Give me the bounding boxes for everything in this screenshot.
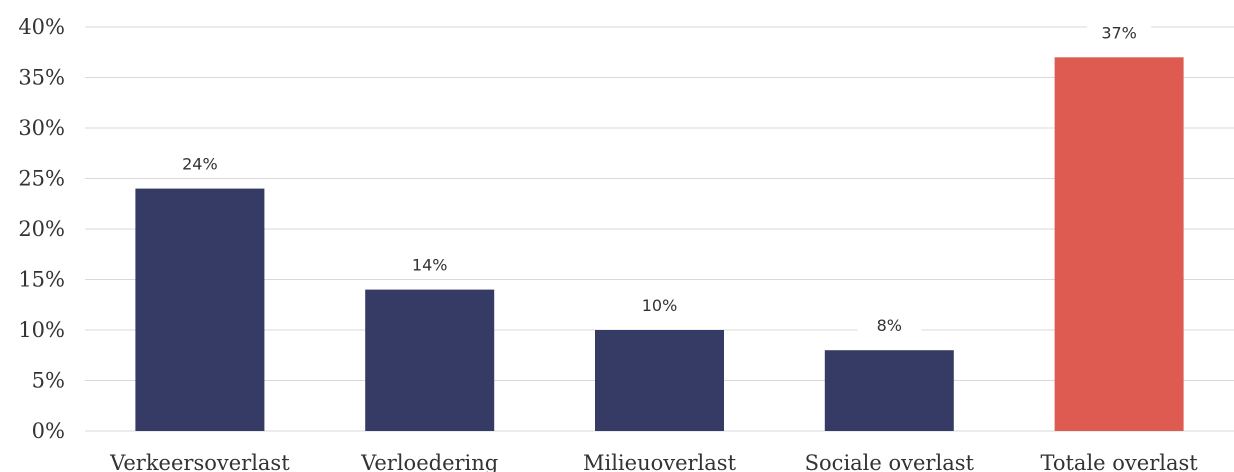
y-tick-label: 10%: [18, 318, 65, 342]
x-tick-label: Verkeersoverlast: [109, 451, 290, 472]
data-label-background: [857, 313, 922, 338]
x-tick-label: Totale overlast: [1040, 451, 1198, 472]
y-tick-label: 5%: [32, 369, 65, 393]
bar: [365, 289, 495, 431]
data-label-background: [627, 293, 692, 317]
x-tick-label: Milieuoverlast: [583, 451, 737, 472]
bars: [135, 57, 1184, 432]
y-tick-label: 30%: [18, 116, 65, 140]
x-axis-ticks: Verkeersoverlast Verloedering Milieuoverla…: [109, 451, 1198, 472]
data-label: 14%: [412, 256, 448, 275]
data-label: 24%: [182, 155, 218, 174]
data-label-background: [397, 252, 462, 277]
bar: [595, 330, 724, 431]
y-tick-label: 20%: [18, 217, 65, 241]
data-label: 8%: [877, 316, 902, 335]
bar: [824, 350, 954, 431]
x-tick-label: Sociale overlast: [805, 451, 975, 472]
data-label: 37%: [1101, 23, 1137, 42]
data-label-background: [167, 151, 232, 176]
x-tick-label: Verloedering: [360, 451, 498, 472]
data-label-background: [1087, 20, 1152, 45]
data-label: 10%: [642, 296, 678, 315]
gridlines: [85, 26, 1234, 432]
y-tick-label: 40%: [18, 15, 65, 39]
data-labels: 24% 14% 10% 8% 37%: [167, 20, 1152, 338]
y-axis-ticks: 0% 5% 10% 15% 20% 25% 30% 35% 40%: [18, 15, 65, 443]
y-tick-label: 15%: [18, 268, 65, 292]
y-tick-label: 25%: [18, 167, 65, 191]
y-tick-label: 35%: [18, 66, 65, 90]
bar: [135, 188, 265, 431]
bar: [1054, 57, 1184, 432]
y-tick-label: 0%: [32, 419, 65, 443]
